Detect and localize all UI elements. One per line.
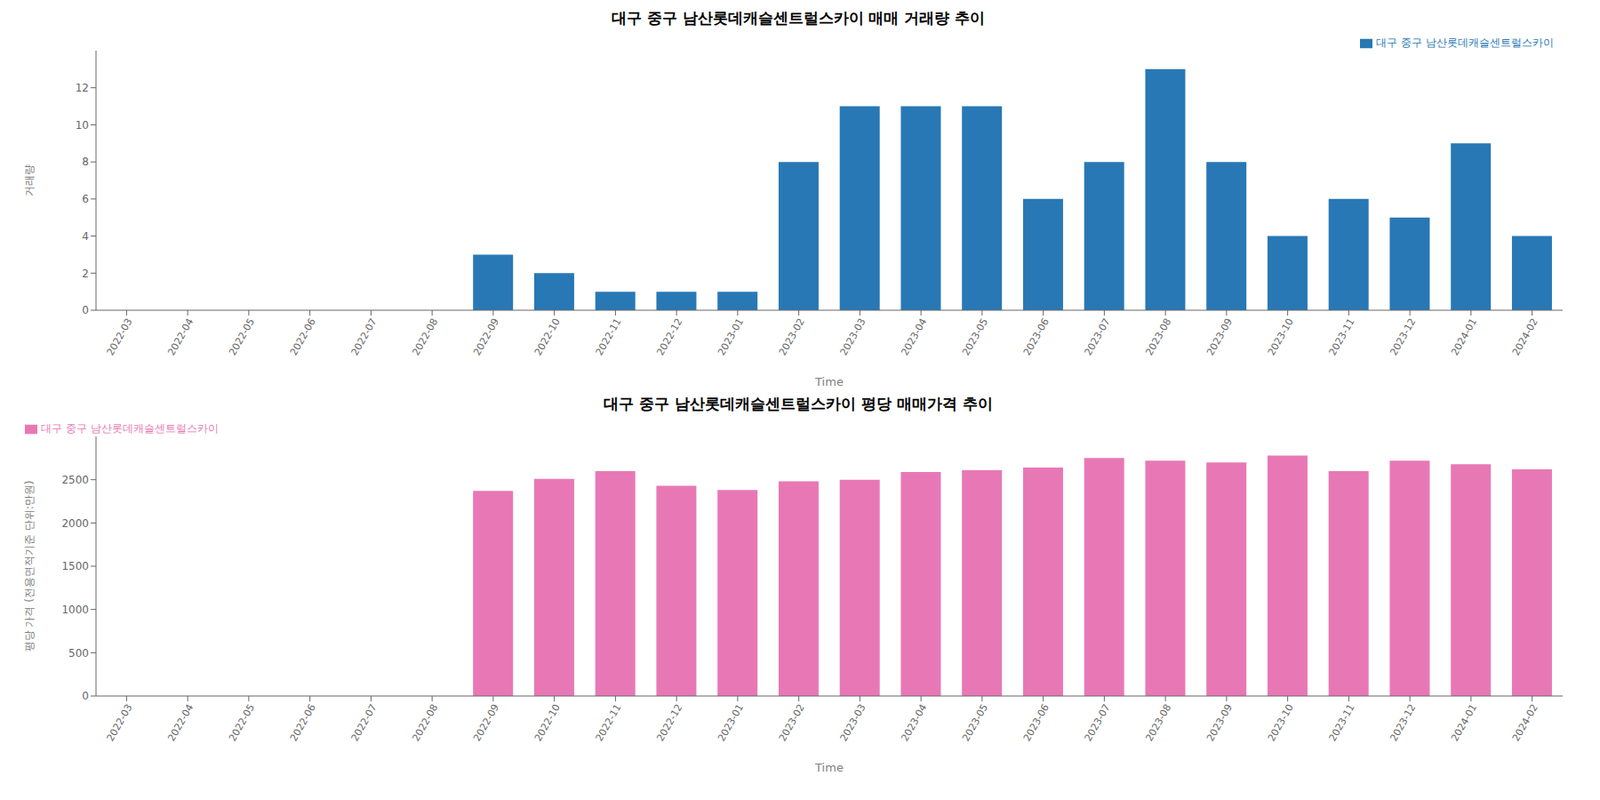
- svg-text:2022-09: 2022-09: [471, 702, 502, 744]
- svg-text:2022-08: 2022-08: [409, 702, 440, 744]
- svg-text:2022-07: 2022-07: [348, 316, 379, 358]
- svg-text:12: 12: [75, 81, 89, 95]
- svg-text:2022-05: 2022-05: [226, 316, 257, 358]
- svg-text:Time: Time: [814, 375, 844, 389]
- svg-text:2023-03: 2023-03: [837, 316, 868, 358]
- svg-text:2022-06: 2022-06: [288, 702, 319, 744]
- svg-text:2024-01: 2024-01: [1448, 702, 1480, 744]
- svg-text:2023-12: 2023-12: [1387, 702, 1418, 744]
- svg-text:1000: 1000: [61, 603, 89, 616]
- svg-text:2023-02: 2023-02: [776, 702, 808, 744]
- svg-text:2023-08: 2023-08: [1143, 702, 1174, 744]
- svg-text:2023-10: 2023-10: [1265, 702, 1296, 744]
- svg-text:2022-07: 2022-07: [348, 702, 379, 744]
- html-text:대구 중구 남산롯데캐슬센트럴스카이 평당 매매가격 추이: 대구 중구 남산롯데캐슬센트럴스카이 평당 매매가격 추이: [603, 394, 993, 413]
- svg-text:2023-06: 2023-06: [1021, 702, 1052, 744]
- svg-text:1500: 1500: [61, 560, 89, 573]
- svg-text:2023-12: 2023-12: [1387, 316, 1418, 358]
- svg-text:2022-10: 2022-10: [532, 316, 563, 358]
- svg-text:2023-07: 2023-07: [1081, 702, 1112, 744]
- svg-text:2000: 2000: [61, 517, 89, 530]
- svg-text:2023-06: 2023-06: [1021, 316, 1052, 358]
- svg-text:2022-10: 2022-10: [532, 702, 563, 744]
- svg-text:2: 2: [81, 267, 89, 280]
- svg-text:2023-09: 2023-09: [1204, 702, 1235, 744]
- html-text:대구 중구 남산롯데캐슬센트럴스카이: 대구 중구 남산롯데캐슬센트럴스카이: [1376, 36, 1554, 49]
- svg-text:10: 10: [75, 119, 89, 132]
- svg-text:6: 6: [81, 192, 89, 206]
- svg-text:0: 0: [81, 689, 89, 703]
- svg-text:2023-03: 2023-03: [837, 702, 868, 744]
- svg-text:2022-06: 2022-06: [288, 316, 319, 358]
- svg-text:2024-02: 2024-02: [1510, 316, 1541, 358]
- svg-text:2023-11: 2023-11: [1326, 702, 1357, 744]
- svg-text:2023-01: 2023-01: [715, 316, 746, 358]
- svg-text:2022-11: 2022-11: [592, 702, 624, 744]
- svg-text:2022-04: 2022-04: [165, 316, 196, 358]
- svg-text:2023-02: 2023-02: [776, 316, 808, 358]
- svg-text:거래량: 거래량: [23, 164, 36, 197]
- svg-text:2023-05: 2023-05: [960, 702, 991, 744]
- svg-text:2022-12: 2022-12: [654, 702, 685, 744]
- svg-text:2023-10: 2023-10: [1265, 316, 1296, 358]
- svg-text:4: 4: [81, 230, 89, 243]
- svg-text:2023-08: 2023-08: [1143, 316, 1174, 358]
- svg-text:0: 0: [81, 304, 89, 317]
- svg-text:2024-01: 2024-01: [1448, 316, 1480, 358]
- svg-text:8: 8: [81, 155, 89, 168]
- svg-text:2023-05: 2023-05: [960, 316, 991, 358]
- svg-text:2022-03: 2022-03: [104, 316, 135, 358]
- svg-text:2022-03: 2022-03: [104, 702, 135, 744]
- svg-text:2024-02: 2024-02: [1510, 702, 1541, 744]
- html-text:대구 중구 남산롯데캐슬센트럴스카이: 대구 중구 남산롯데캐슬센트럴스카이: [40, 422, 219, 435]
- svg-text:2023-11: 2023-11: [1326, 316, 1357, 358]
- svg-text:500: 500: [68, 647, 89, 660]
- svg-text:평당 가격 (전용면적기준 단위:만원): 평당 가격 (전용면적기준 단위:만원): [23, 480, 36, 653]
- svg-text:2500: 2500: [61, 473, 89, 487]
- svg-text:2023-01: 2023-01: [715, 702, 746, 744]
- svg-text:2022-08: 2022-08: [409, 316, 440, 358]
- svg-text:Time: Time: [814, 760, 844, 775]
- html-text:대구 중구 남산롯데캐슬센트럴스카이 매매 거래량 추이: 대구 중구 남산롯데캐슬센트럴스카이 매매 거래량 추이: [611, 8, 986, 27]
- svg-text:2022-05: 2022-05: [226, 702, 257, 744]
- svg-text:2023-04: 2023-04: [898, 316, 929, 358]
- svg-text:2022-04: 2022-04: [165, 702, 196, 744]
- svg-text:2023-09: 2023-09: [1204, 316, 1235, 358]
- svg-text:2023-07: 2023-07: [1081, 316, 1112, 358]
- svg-text:2022-09: 2022-09: [471, 316, 502, 358]
- svg-text:2022-12: 2022-12: [654, 316, 685, 358]
- svg-text:2022-11: 2022-11: [592, 316, 624, 358]
- svg-text:2023-04: 2023-04: [898, 702, 929, 744]
